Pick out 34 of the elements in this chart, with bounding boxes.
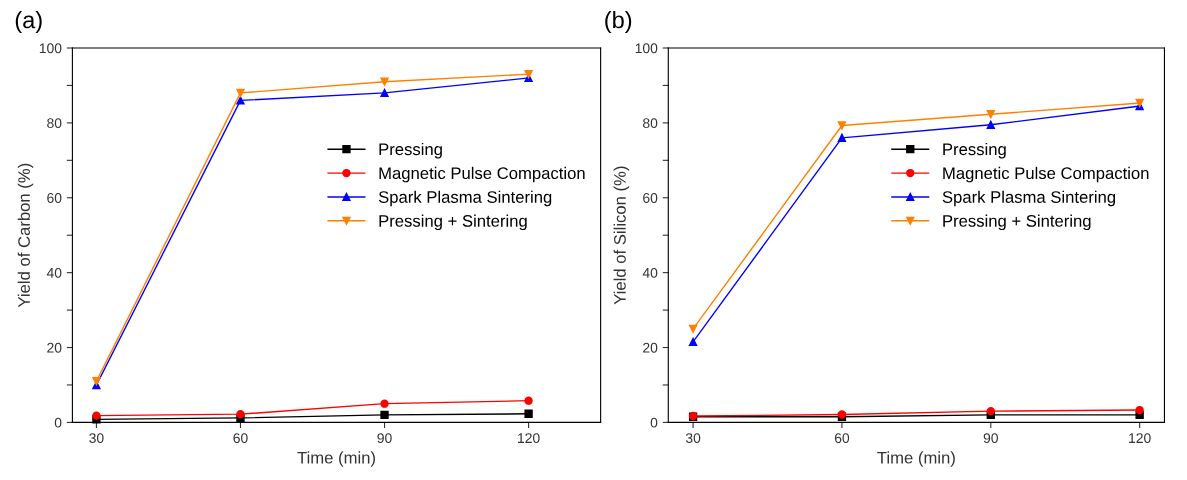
x-tick-label: 120 [1129, 433, 1151, 444]
y-tick-label: 0 [54, 417, 62, 428]
legend-label: Pressing [379, 142, 442, 159]
y-tick-label: 100 [635, 43, 658, 54]
y-tick-label: 60 [47, 193, 62, 203]
y-tick-label: 20 [643, 342, 658, 353]
legend-label: Pressing + Sintering [379, 214, 527, 231]
legend-label: Spark Plasma Sintering [378, 190, 552, 207]
y-tick-label: 0 [650, 417, 658, 428]
x-axis-title: Time (min) [297, 451, 375, 467]
x-tick-label: 60 [233, 433, 248, 444]
y-tick-label: 80 [643, 118, 658, 129]
legend-label: Pressing + Sintering [943, 214, 1091, 231]
y-tick-label: 40 [642, 267, 658, 278]
x-tick-label: 30 [685, 433, 701, 444]
legend-label: Spark Plasma Sintering [942, 190, 1116, 207]
chart-title: (b) [605, 11, 632, 34]
x-axis-title: Time (min) [877, 451, 955, 467]
x-tick-label: 30 [89, 433, 104, 444]
y-axis-title: Yield of Silicon (%) [613, 166, 630, 305]
x-tick-label: 60 [834, 433, 850, 444]
x-tick-label: 90 [377, 433, 392, 444]
y-tick-label: 100 [39, 43, 62, 54]
chart-title: (a) [15, 11, 42, 34]
legend-label: Magnetic Pulse Compaction [943, 166, 1149, 183]
y-tick-label: 20 [47, 342, 62, 353]
y-tick-label: 40 [46, 267, 62, 278]
x-tick-label: 120 [518, 433, 540, 444]
y-axis-title: Yield of Carbon (%) [17, 163, 34, 308]
y-tick-label: 60 [643, 193, 658, 203]
legend-label: Magnetic Pulse Compaction [379, 166, 585, 183]
x-tick-label: 90 [983, 433, 998, 444]
y-tick-label: 80 [47, 118, 62, 129]
legend-label: Pressing [943, 142, 1006, 159]
